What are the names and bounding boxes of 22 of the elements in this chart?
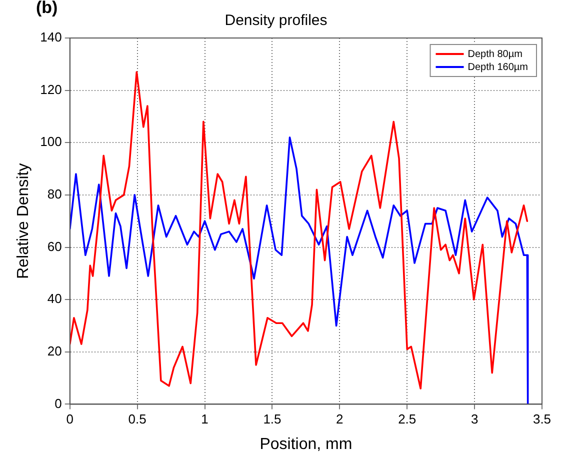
y-tick-label: 0 — [54, 396, 62, 411]
x-tick-label: 2.5 — [398, 412, 416, 427]
x-tick-label: 0.5 — [128, 412, 146, 427]
x-tick-label: 3.5 — [532, 412, 552, 427]
x-tick-label: 3 — [470, 412, 478, 427]
x-tick-label: 1 — [201, 412, 208, 427]
text: (b) — [36, 0, 58, 18]
x-tick-label: 0 — [66, 412, 74, 427]
chart-title: Density profiles — [224, 12, 328, 30]
y-tick-label: 120 — [40, 82, 62, 97]
x-tick-label: 1.5 — [263, 412, 282, 427]
y-tick-label: 40 — [47, 291, 62, 306]
y-tick-label: 80 — [47, 186, 62, 202]
legend-label: Depth 80µm — [468, 48, 522, 60]
x-axis-title: Position, mm — [260, 436, 352, 453]
y-axis-title: Relative Density — [15, 163, 32, 279]
y-tick-label: 100 — [40, 134, 62, 150]
y-tick-label: 60 — [47, 238, 62, 254]
y-tick-label: 20 — [47, 343, 62, 358]
x-tick-label: 2 — [336, 412, 344, 427]
y-tick-label: 140 — [40, 30, 62, 45]
legend-label: Depth 160µm — [468, 62, 528, 73]
